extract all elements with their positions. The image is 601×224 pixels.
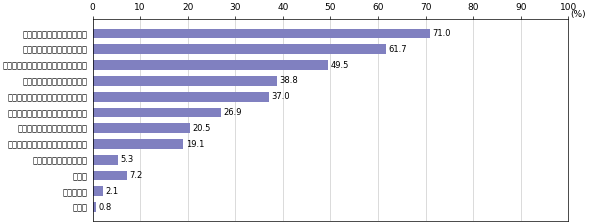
Bar xyxy=(93,155,118,165)
Text: 37.0: 37.0 xyxy=(271,92,290,101)
Bar xyxy=(93,123,190,133)
Text: 2.1: 2.1 xyxy=(105,187,118,196)
Bar xyxy=(93,76,277,86)
Bar xyxy=(93,29,430,38)
Bar xyxy=(93,202,96,212)
Text: 5.3: 5.3 xyxy=(120,155,133,164)
Bar xyxy=(93,186,103,196)
Bar xyxy=(93,171,127,181)
Bar xyxy=(93,139,183,149)
Text: 0.8: 0.8 xyxy=(99,203,112,212)
Bar xyxy=(93,92,269,101)
Text: 71.0: 71.0 xyxy=(433,29,451,38)
Text: 20.5: 20.5 xyxy=(192,124,211,133)
Text: 19.1: 19.1 xyxy=(186,140,204,149)
Text: (%): (%) xyxy=(570,11,586,19)
Text: 26.9: 26.9 xyxy=(223,108,242,117)
Bar xyxy=(93,44,386,54)
Bar xyxy=(93,60,328,70)
Text: 38.8: 38.8 xyxy=(279,76,298,85)
Text: 61.7: 61.7 xyxy=(388,45,407,54)
Bar xyxy=(93,108,221,117)
Text: 49.5: 49.5 xyxy=(331,60,349,70)
Text: 7.2: 7.2 xyxy=(129,171,142,180)
